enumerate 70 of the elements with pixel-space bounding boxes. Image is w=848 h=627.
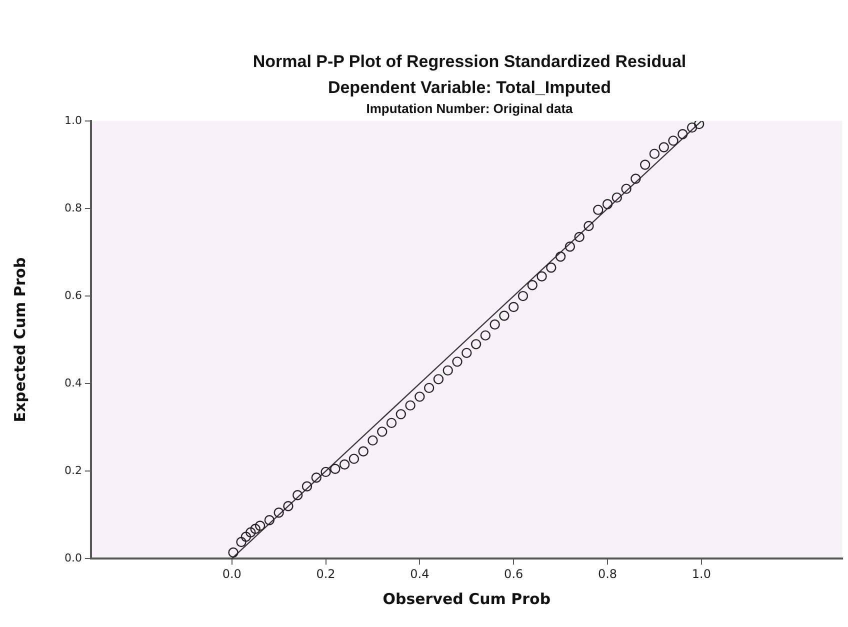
x-tick-label: 0.2 xyxy=(316,566,336,581)
point xyxy=(405,400,416,411)
point xyxy=(593,204,604,215)
point xyxy=(442,365,453,376)
point xyxy=(649,148,660,159)
point xyxy=(311,472,322,483)
x-tick-label: 0.4 xyxy=(410,566,430,581)
point xyxy=(621,184,632,194)
point xyxy=(292,490,303,500)
point xyxy=(686,122,698,133)
point xyxy=(274,508,284,518)
point xyxy=(536,271,547,282)
x-tick-label: 1.0 xyxy=(692,566,711,581)
x-tick-label: 0.6 xyxy=(504,566,524,581)
x-tick-label: 0.0 xyxy=(222,566,242,581)
y-tick-label: 0.6 xyxy=(64,288,82,302)
point xyxy=(348,454,360,464)
point xyxy=(462,348,472,358)
point xyxy=(250,524,260,534)
y-tick-label: 0.4 xyxy=(64,376,82,390)
point xyxy=(240,532,252,542)
y-tick-label: 0.8 xyxy=(64,201,82,214)
point xyxy=(368,435,378,446)
point xyxy=(396,409,406,420)
point xyxy=(339,459,350,470)
point xyxy=(640,160,650,170)
point xyxy=(694,121,704,130)
y-tick-label: 1.0 xyxy=(64,114,82,127)
y-tick-label: 0.0 xyxy=(64,551,82,564)
point xyxy=(555,252,566,262)
chart-subtitle: Dependent Variable: Total_Imputed xyxy=(326,78,612,98)
y-tick-label: 0.2 xyxy=(64,464,82,477)
point xyxy=(584,220,594,232)
y-axis-title: Expected Cum Prob xyxy=(10,257,29,422)
point xyxy=(254,520,266,531)
point xyxy=(518,290,528,302)
point xyxy=(236,536,246,548)
x-tick-label: 0.8 xyxy=(598,566,618,581)
point xyxy=(678,129,688,140)
point xyxy=(330,464,340,474)
point xyxy=(470,339,482,350)
point xyxy=(302,481,312,492)
point xyxy=(228,547,238,558)
point xyxy=(386,418,397,428)
point xyxy=(414,392,425,402)
point xyxy=(658,142,669,152)
point xyxy=(630,174,641,184)
point xyxy=(546,262,556,273)
point xyxy=(358,446,368,456)
point xyxy=(508,302,519,312)
point xyxy=(490,319,500,330)
point xyxy=(246,527,256,538)
point xyxy=(602,199,613,210)
point xyxy=(320,466,331,478)
point xyxy=(452,356,462,367)
point xyxy=(612,192,622,203)
point xyxy=(564,241,576,252)
point xyxy=(377,426,388,437)
point xyxy=(574,232,584,242)
text: Imputation Number: Original data xyxy=(365,101,574,116)
point xyxy=(424,382,434,394)
point xyxy=(499,310,510,321)
x-axis-title: Observed Cum Prob xyxy=(382,590,551,608)
point xyxy=(527,280,538,290)
point xyxy=(264,514,275,526)
point xyxy=(283,500,294,512)
chart-title: Normal P-P Plot of Regression Standardized Residual xyxy=(252,52,688,72)
point xyxy=(668,136,678,146)
point xyxy=(480,330,491,341)
point xyxy=(433,374,444,384)
